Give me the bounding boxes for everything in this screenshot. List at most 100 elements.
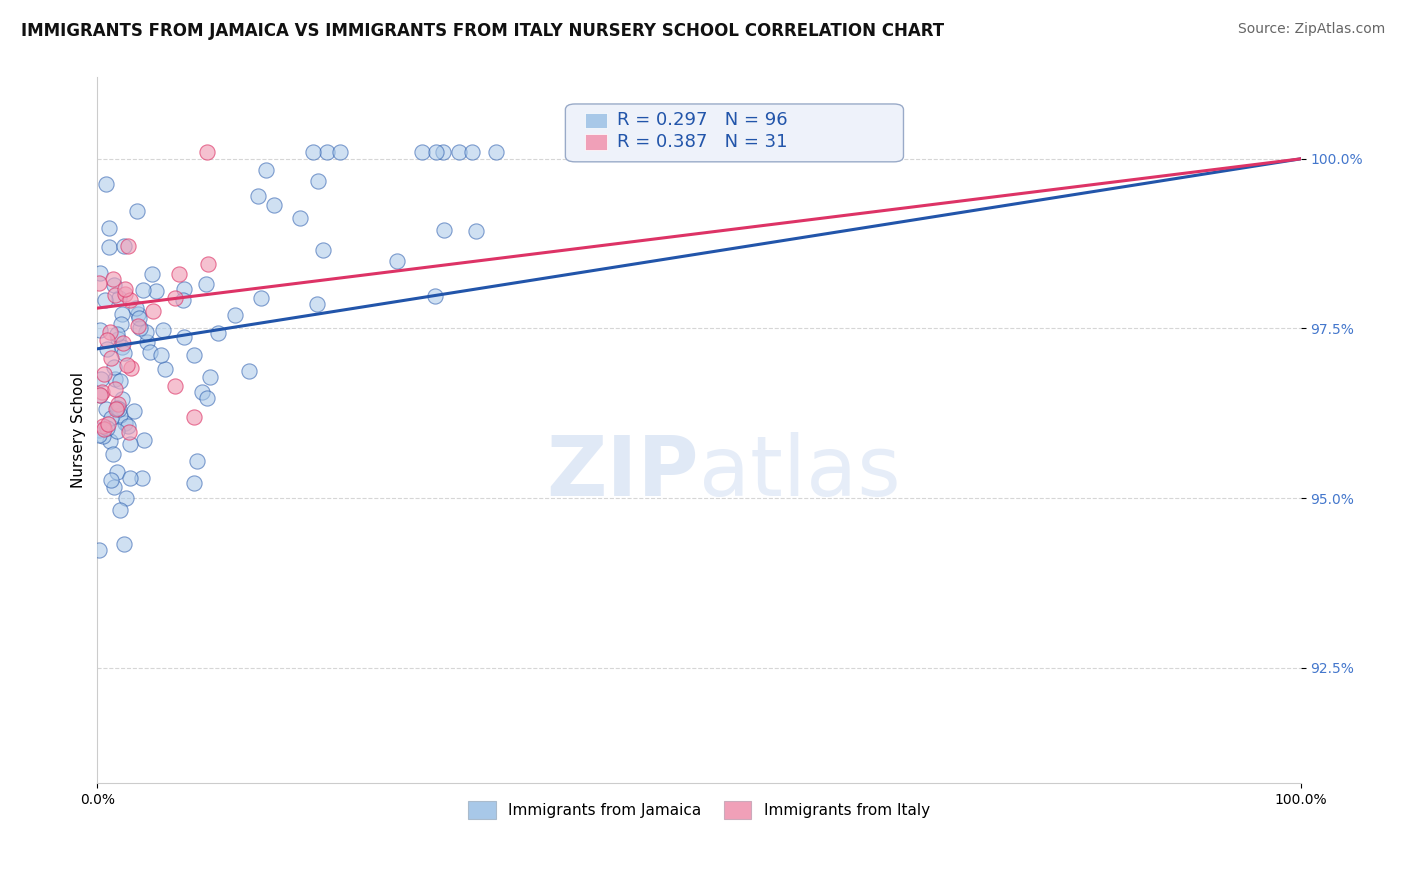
Text: Source: ZipAtlas.com: Source: ZipAtlas.com	[1237, 22, 1385, 37]
Point	[101, 447, 124, 461]
Point	[107, 332, 129, 346]
Point	[104, 288, 127, 302]
Point	[114, 286, 136, 301]
Point	[290, 211, 312, 225]
Point	[194, 277, 217, 292]
Point	[112, 346, 135, 360]
Point	[91, 385, 114, 400]
Point	[91, 429, 114, 443]
Point	[129, 321, 152, 335]
Point	[89, 388, 111, 402]
Point	[127, 307, 149, 321]
Point	[183, 409, 205, 424]
Point	[98, 434, 121, 448]
Point	[122, 404, 145, 418]
Point	[110, 317, 132, 331]
Point	[315, 145, 337, 159]
Point	[165, 378, 187, 392]
Point	[111, 335, 134, 350]
Point	[107, 401, 129, 415]
Point	[87, 423, 110, 437]
Text: IMMIGRANTS FROM JAMAICA VS IMMIGRANTS FROM ITALY NURSERY SCHOOL CORRELATION CHAR: IMMIGRANTS FROM JAMAICA VS IMMIGRANTS FR…	[21, 22, 945, 40]
Point	[107, 397, 129, 411]
Point	[103, 359, 125, 374]
Point	[112, 537, 135, 551]
Point	[198, 370, 221, 384]
Point	[172, 293, 194, 308]
Point	[108, 402, 131, 417]
Point	[120, 436, 142, 450]
Point	[111, 340, 134, 354]
Point	[173, 282, 195, 296]
Point	[128, 311, 150, 326]
Point	[103, 480, 125, 494]
Point	[125, 301, 148, 315]
Point	[108, 375, 131, 389]
Point	[110, 502, 132, 516]
Point	[93, 422, 115, 436]
Point	[131, 470, 153, 484]
Point	[108, 292, 131, 306]
Point	[145, 284, 167, 298]
Point	[207, 326, 229, 340]
Text: ZIP: ZIP	[547, 432, 699, 513]
Point	[98, 220, 121, 235]
Y-axis label: Nursery School: Nursery School	[72, 372, 86, 488]
Point	[104, 372, 127, 386]
Point	[432, 145, 454, 159]
Point	[103, 278, 125, 293]
Point	[461, 145, 484, 159]
FancyBboxPatch shape	[585, 135, 607, 150]
Point	[97, 417, 120, 431]
Point	[89, 428, 111, 442]
Point	[307, 297, 329, 311]
Point	[224, 308, 246, 322]
Point	[256, 163, 278, 178]
Point	[183, 475, 205, 490]
Point	[105, 424, 128, 438]
Legend: Immigrants from Jamaica, Immigrants from Italy: Immigrants from Jamaica, Immigrants from…	[463, 795, 936, 825]
Point	[111, 307, 134, 321]
Point	[91, 419, 114, 434]
Point	[118, 425, 141, 439]
Point	[183, 348, 205, 362]
Point	[387, 254, 409, 268]
Point	[152, 322, 174, 336]
Point	[197, 145, 219, 159]
Point	[96, 333, 118, 347]
Point	[100, 351, 122, 365]
Point	[249, 291, 271, 305]
Point	[485, 145, 508, 159]
Point	[89, 323, 111, 337]
Point	[307, 173, 329, 187]
Point	[433, 223, 456, 237]
Text: R = 0.297   N = 96: R = 0.297 N = 96	[617, 112, 787, 129]
Point	[98, 326, 121, 340]
Point	[246, 189, 269, 203]
Point	[87, 543, 110, 558]
Point	[105, 326, 128, 341]
Point	[100, 411, 122, 425]
Point	[425, 145, 447, 159]
Point	[89, 266, 111, 280]
Point	[142, 304, 165, 318]
Point	[465, 224, 488, 238]
Point	[312, 244, 335, 258]
Point	[411, 145, 433, 159]
Point	[118, 470, 141, 484]
Point	[105, 465, 128, 479]
Point	[167, 267, 190, 281]
Point	[112, 239, 135, 253]
Point	[329, 145, 352, 159]
Point	[127, 204, 149, 219]
Point	[141, 267, 163, 281]
Point	[238, 364, 260, 378]
Point	[115, 491, 138, 505]
Point	[93, 368, 115, 382]
Point	[105, 402, 128, 417]
Point	[173, 329, 195, 343]
Point	[100, 473, 122, 487]
Point	[165, 291, 187, 305]
Point	[93, 293, 115, 307]
Point	[191, 385, 214, 400]
